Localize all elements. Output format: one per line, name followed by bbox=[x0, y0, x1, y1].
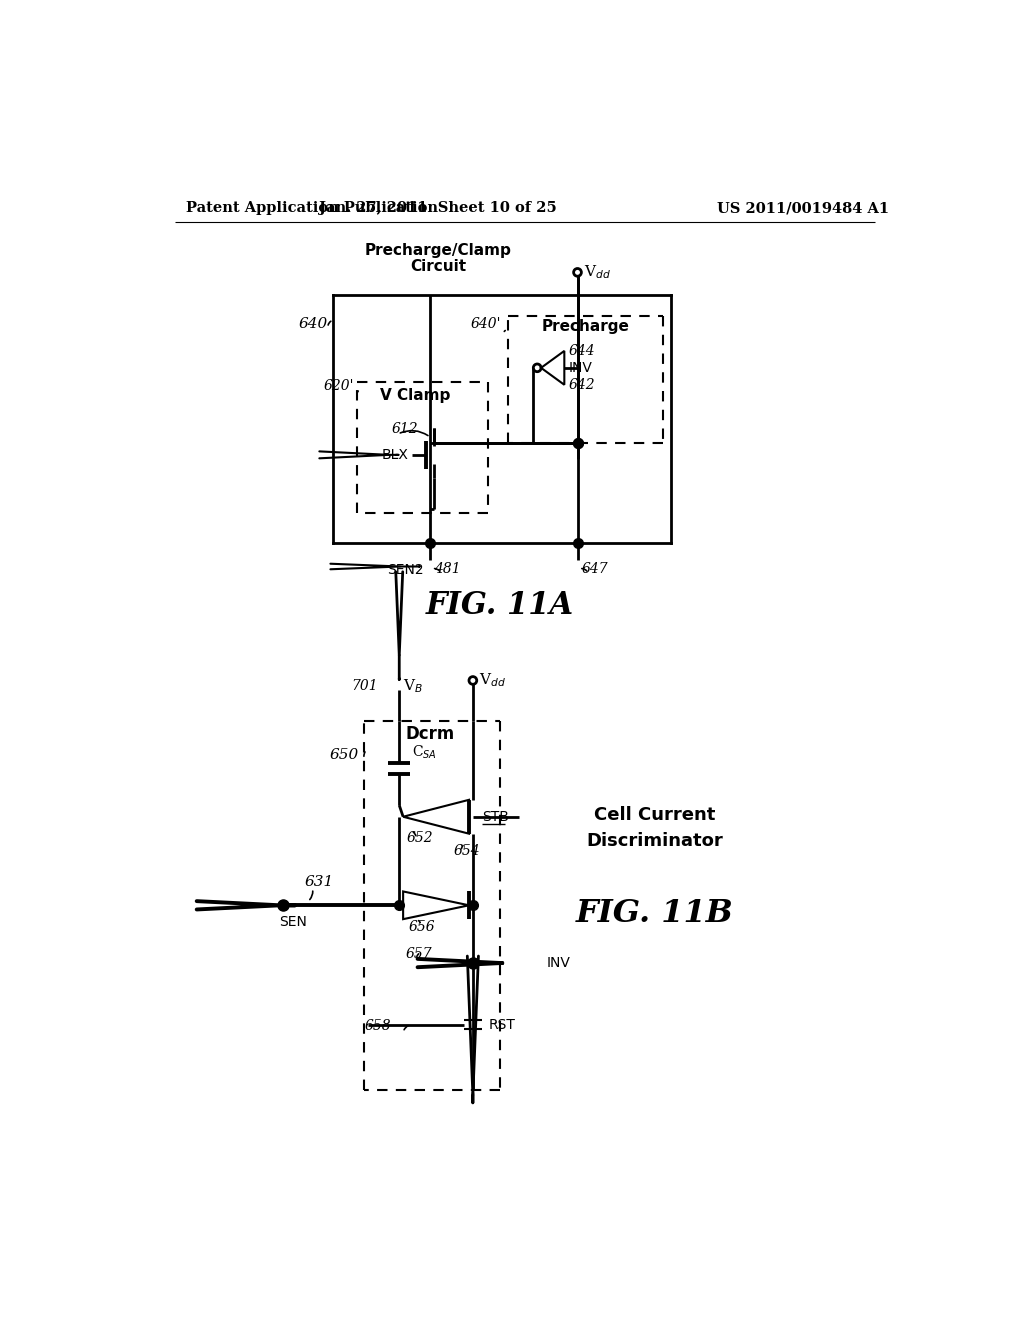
Text: 657: 657 bbox=[406, 946, 432, 961]
Text: V Clamp: V Clamp bbox=[380, 388, 450, 403]
Text: FIG. 11B: FIG. 11B bbox=[577, 898, 734, 928]
Text: SEN: SEN bbox=[280, 915, 307, 929]
Text: 644: 644 bbox=[568, 345, 595, 358]
Text: 654: 654 bbox=[454, 845, 480, 858]
Text: US 2011/0019484 A1: US 2011/0019484 A1 bbox=[717, 202, 889, 215]
Text: 640': 640' bbox=[471, 317, 502, 331]
Text: INV: INV bbox=[547, 956, 570, 970]
Text: V$_B$: V$_B$ bbox=[403, 677, 423, 694]
Text: Precharge/Clamp: Precharge/Clamp bbox=[365, 243, 511, 259]
Text: 652: 652 bbox=[407, 832, 433, 845]
Text: FIG. 11A: FIG. 11A bbox=[426, 590, 574, 620]
Text: 656: 656 bbox=[409, 920, 435, 933]
Text: INV: INV bbox=[568, 360, 592, 375]
Text: 631: 631 bbox=[305, 875, 334, 890]
Text: 620': 620' bbox=[324, 379, 354, 392]
Text: V$_{dd}$: V$_{dd}$ bbox=[584, 264, 610, 281]
Text: 481: 481 bbox=[434, 562, 461, 576]
Text: 650: 650 bbox=[330, 748, 359, 762]
Text: Dcrm: Dcrm bbox=[406, 726, 455, 743]
Text: 701: 701 bbox=[351, 678, 378, 693]
Text: SEN2: SEN2 bbox=[387, 564, 424, 577]
Text: STB: STB bbox=[482, 809, 509, 824]
Text: RST: RST bbox=[488, 1018, 515, 1032]
Text: Circuit: Circuit bbox=[410, 259, 466, 273]
Text: 640: 640 bbox=[299, 317, 328, 331]
Text: Patent Application Publication: Patent Application Publication bbox=[186, 202, 438, 215]
Text: Precharge: Precharge bbox=[542, 318, 629, 334]
Text: V$_{dd}$: V$_{dd}$ bbox=[479, 672, 506, 689]
Text: BLX: BLX bbox=[382, 447, 409, 462]
Text: 658: 658 bbox=[365, 1019, 391, 1034]
Text: Jan. 27, 2011  Sheet 10 of 25: Jan. 27, 2011 Sheet 10 of 25 bbox=[319, 202, 557, 215]
Text: C$_{SA}$: C$_{SA}$ bbox=[413, 744, 437, 762]
Text: 612: 612 bbox=[391, 422, 418, 437]
Text: 642: 642 bbox=[568, 378, 595, 392]
Text: 647: 647 bbox=[582, 562, 608, 576]
Text: Cell Current
Discriminator: Cell Current Discriminator bbox=[587, 807, 723, 850]
